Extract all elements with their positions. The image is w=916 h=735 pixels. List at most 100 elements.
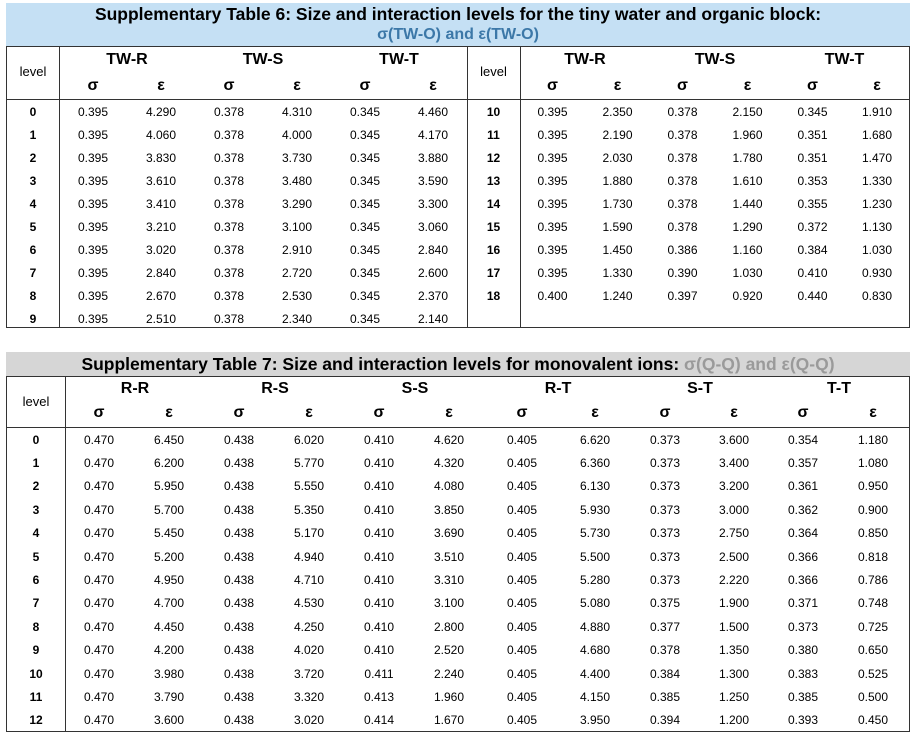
table-row: 12 0.395 2.030 0.378 1.780 0.351 1.470 [467,146,909,169]
level-cell: 17 [486,265,501,280]
sigma-cell: 0.395 [77,127,109,142]
sigma-cell: 0.395 [537,265,568,280]
level-header: level [19,64,47,79]
sigma-cell: 0.410 [363,502,395,517]
epsilon-cell: 6.450 [153,432,185,447]
epsilon-cell: 2.220 [718,573,750,588]
level-cell: 12 [29,713,43,728]
sigma-cell: 0.345 [797,104,828,119]
sigma-cell: 0.385 [787,689,819,704]
epsilon-cell: 4.250 [293,619,325,634]
table-row: 3 0.395 3.610 0.378 3.480 0.345 3.590 [7,169,467,192]
sigma-cell: 0.470 [83,526,115,541]
epsilon-cell: 5.450 [153,526,185,541]
epsilon-cell: 3.210 [145,219,177,234]
epsilon-cell: 2.910 [281,242,313,257]
epsilon-cell: 0.525 [857,666,889,681]
epsilon-cell: 3.590 [417,173,449,188]
epsilon-cell: 1.300 [718,666,750,681]
sigma-cell: 0.375 [649,596,681,611]
epsilon-cell: 4.710 [293,573,325,588]
epsilon-cell: 3.410 [145,196,177,211]
sigma-cell: 0.378 [213,219,245,234]
sigma-header: σ [373,404,385,421]
level-cell: 7 [32,596,40,611]
epsilon-cell: 6.360 [579,456,611,471]
level-cell: 13 [486,173,501,188]
epsilon-cell: 1.030 [861,242,893,257]
sigma-cell: 0.378 [667,219,698,234]
epsilon-header: ε [305,404,313,421]
sigma-cell: 0.345 [349,219,381,234]
epsilon-header: ε [613,77,622,94]
group-header: TW-R [106,51,148,68]
epsilon-cell: 1.180 [857,432,889,447]
sigma-cell: 0.438 [223,526,255,541]
level-cell: 1 [32,456,40,471]
sigma-cell: 0.378 [213,104,245,119]
epsilon-cell: 5.500 [579,549,611,564]
sigma-cell: 0.351 [797,150,828,165]
epsilon-cell: 2.800 [433,619,465,634]
sigma-cell: 0.378 [213,265,245,280]
epsilon-cell: 6.020 [293,432,325,447]
sigma-cell: 0.395 [77,288,109,303]
sigma-cell: 0.405 [506,689,538,704]
table-row: 14 0.395 1.730 0.378 1.440 0.355 1.230 [467,192,909,215]
sigma-cell: 0.410 [363,432,395,447]
sigma-cell: 0.397 [667,288,698,303]
epsilon-cell: 3.000 [718,502,750,517]
sigma-cell: 0.353 [797,173,828,188]
epsilon-cell: 4.290 [145,104,177,119]
sigma-cell: 0.470 [83,619,115,634]
epsilon-cell: 1.470 [861,150,893,165]
sigma-cell: 0.470 [83,549,115,564]
sigma-cell: 0.355 [797,196,828,211]
epsilon-cell: 1.350 [718,643,750,658]
sigma-header: σ [659,404,671,421]
sigma-cell: 0.414 [363,713,395,728]
level-cell: 2 [29,150,37,165]
level-cell: 8 [32,619,40,634]
table-7-data: 0 0.470 6.450 0.438 6.020 0.410 4.620 0.405 6.62… [7,428,909,732]
sigma-cell: 0.395 [537,173,568,188]
epsilon-cell: 4.000 [281,127,313,142]
table-row: 9 0.470 4.200 0.438 4.020 0.410 2.520 0.405 4.68… [7,639,909,662]
group-header: R-T [544,380,572,397]
sigma-cell: 0.410 [363,573,395,588]
sigma-cell: 0.440 [797,288,828,303]
sigma-cell: 0.378 [213,127,245,142]
group-header: R-S [261,380,289,397]
table-row: 7 0.470 4.700 0.438 4.530 0.410 3.100 0.405 5.08… [7,592,909,615]
epsilon-cell: 3.100 [281,219,313,234]
sigma-cell: 0.413 [363,689,395,704]
sigma-cell: 0.438 [223,502,255,517]
sigma-cell: 0.384 [797,242,828,257]
table-6-right-data: 10 0.395 2.350 0.378 2.150 0.345 1.910 11 0.395 2… [467,100,909,307]
epsilon-cell: 4.310 [281,104,313,119]
sigma-header: σ [677,77,688,94]
sigma-header: σ [87,77,99,94]
sigma-cell: 0.405 [506,432,538,447]
epsilon-cell: 2.370 [417,288,449,303]
level-cell: 7 [29,265,37,280]
sigma-cell: 0.351 [797,127,828,142]
table-row: 4 0.470 5.450 0.438 5.170 0.410 3.690 0.405 5.73… [7,522,909,545]
sigma-cell: 0.373 [649,432,681,447]
group-header: TW-T [379,51,419,68]
sigma-cell: 0.378 [213,242,245,257]
epsilon-cell: 0.930 [861,265,893,280]
sigma-cell: 0.395 [77,150,109,165]
sigma-cell: 0.345 [349,173,381,188]
epsilon-cell: 3.980 [153,666,185,681]
sigma-cell: 0.470 [83,689,115,704]
sigma-cell: 0.405 [506,479,538,494]
epsilon-cell: 1.960 [433,689,465,704]
divider [520,47,521,327]
epsilon-cell: 3.100 [433,596,465,611]
level-cell: 6 [32,573,40,588]
table-row: 12 0.470 3.600 0.438 3.020 0.414 1.670 0.405 3.9… [7,709,909,732]
sigma-cell: 0.405 [506,549,538,564]
epsilon-cell: 1.240 [602,288,633,303]
sigma-cell: 0.378 [213,288,245,303]
